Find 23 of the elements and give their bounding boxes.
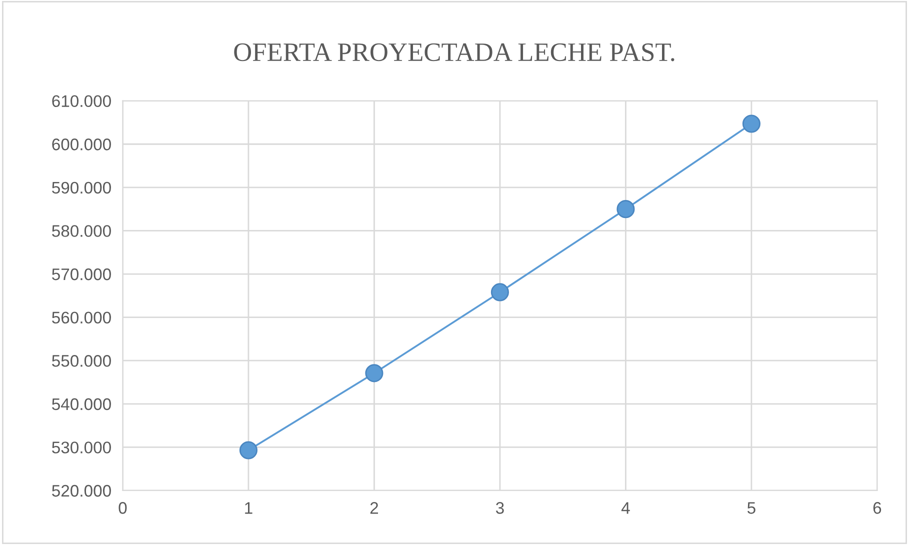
x-tick-label: 4 — [621, 502, 630, 514]
x-tick-label: 5 — [747, 502, 756, 514]
point — [742, 114, 760, 133]
y-tick-label: 600.000 — [52, 138, 111, 150]
x-tick-label: 3 — [496, 502, 504, 514]
x-tick-label: 6 — [873, 502, 882, 514]
x-tick-label: 2 — [370, 502, 378, 514]
y-tick-label: 550.000 — [52, 355, 111, 367]
y-tick-label: 590.000 — [52, 182, 111, 194]
point — [616, 200, 635, 218]
y-tick-label: 570.000 — [52, 268, 111, 280]
y-tick-label: 610.000 — [52, 95, 111, 108]
x-tick-label: 0 — [118, 502, 127, 514]
y-tick-label: 540.000 — [52, 398, 111, 410]
point — [490, 283, 509, 302]
y-tick-label: 530.000 — [52, 442, 111, 454]
point — [365, 364, 384, 382]
x-tick-label: 1 — [245, 502, 252, 514]
y-tick-label: 560.000 — [52, 312, 111, 324]
chart-title: OFERTA PROYECTADA LECHE PAST. — [234, 43, 674, 62]
y-tick-label: 580.000 — [52, 225, 111, 237]
y-tick-label: 520.000 — [52, 484, 111, 497]
point — [239, 441, 258, 460]
